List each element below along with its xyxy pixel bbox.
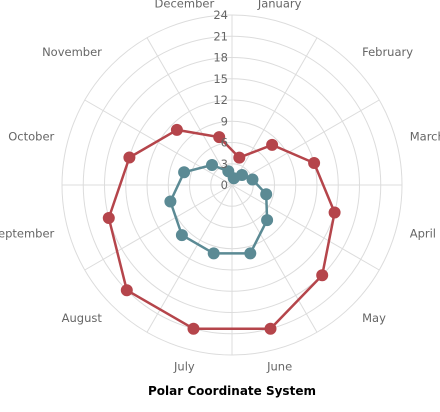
grid-spoke (84, 99, 233, 186)
series-2-point-december[interactable] (222, 165, 235, 178)
series-1-point-february[interactable] (266, 138, 279, 151)
series-1 (102, 123, 341, 335)
grid-spoke (231, 99, 380, 186)
series-2-point-november[interactable] (206, 159, 218, 171)
category-labels: January February March April May June July Augu… (0, 0, 440, 374)
series-1-point-september[interactable] (102, 212, 115, 224)
radial-tick-3: 3 (221, 157, 228, 171)
category-label-november: November (42, 45, 102, 59)
category-label-may: May (362, 311, 386, 325)
series-2-point-september[interactable] (164, 195, 177, 208)
chart-title: Polar Coordinate System (148, 384, 316, 398)
category-label-august: August (62, 311, 103, 325)
radial-tick-labels: 0 3 6 9 12 15 18 21 24 (213, 8, 228, 192)
category-label-april: April (410, 227, 436, 241)
radial-tick-18: 18 (213, 51, 228, 65)
series-2-point-may[interactable] (261, 214, 274, 227)
category-label-october: October (8, 129, 54, 143)
radial-tick-6: 6 (221, 136, 228, 150)
series-2-point-july[interactable] (207, 247, 220, 260)
series-2 (164, 159, 274, 260)
grid-spoke (231, 37, 318, 186)
category-label-january: January (257, 0, 302, 10)
grid-spoke (231, 184, 318, 333)
grid-spoke (146, 184, 233, 333)
category-label-march: March (410, 129, 440, 143)
category-label-december: December (155, 0, 215, 10)
series-1-point-october[interactable] (123, 151, 136, 164)
series-1-point-march[interactable] (308, 157, 321, 169)
radial-tick-12: 12 (213, 93, 228, 107)
series-1-point-december[interactable] (213, 131, 226, 144)
series-1-point-november[interactable] (170, 123, 183, 136)
series-2-point-june[interactable] (244, 247, 257, 260)
radial-tick-24: 24 (213, 8, 228, 22)
series-1-point-april[interactable] (328, 206, 341, 219)
series-1-point-august[interactable] (120, 284, 133, 297)
radial-tick-15: 15 (213, 72, 228, 86)
series-1-point-may[interactable] (316, 269, 329, 282)
series-layer (102, 123, 341, 335)
category-label-february: February (362, 45, 413, 59)
category-label-september: September (0, 227, 55, 241)
grid-spoke (146, 37, 233, 186)
series-1-point-june[interactable] (264, 322, 277, 335)
radial-tick-0: 0 (221, 178, 228, 192)
category-label-june: June (266, 360, 292, 374)
grid-spoke (231, 184, 380, 271)
series-1-point-january[interactable] (233, 151, 246, 164)
series-2-point-august[interactable] (175, 229, 188, 242)
series-2-point-april[interactable] (260, 188, 273, 201)
polar-grid (61, 14, 403, 356)
radial-tick-9: 9 (221, 114, 228, 128)
series-2-point-october[interactable] (178, 166, 191, 179)
grid-spoke (84, 184, 233, 271)
series-2-point-february[interactable] (236, 169, 248, 181)
category-label-july: July (173, 360, 195, 374)
radial-tick-21: 21 (213, 29, 228, 43)
series-2-point-march[interactable] (246, 173, 259, 186)
series-1-point-july[interactable] (187, 322, 200, 335)
